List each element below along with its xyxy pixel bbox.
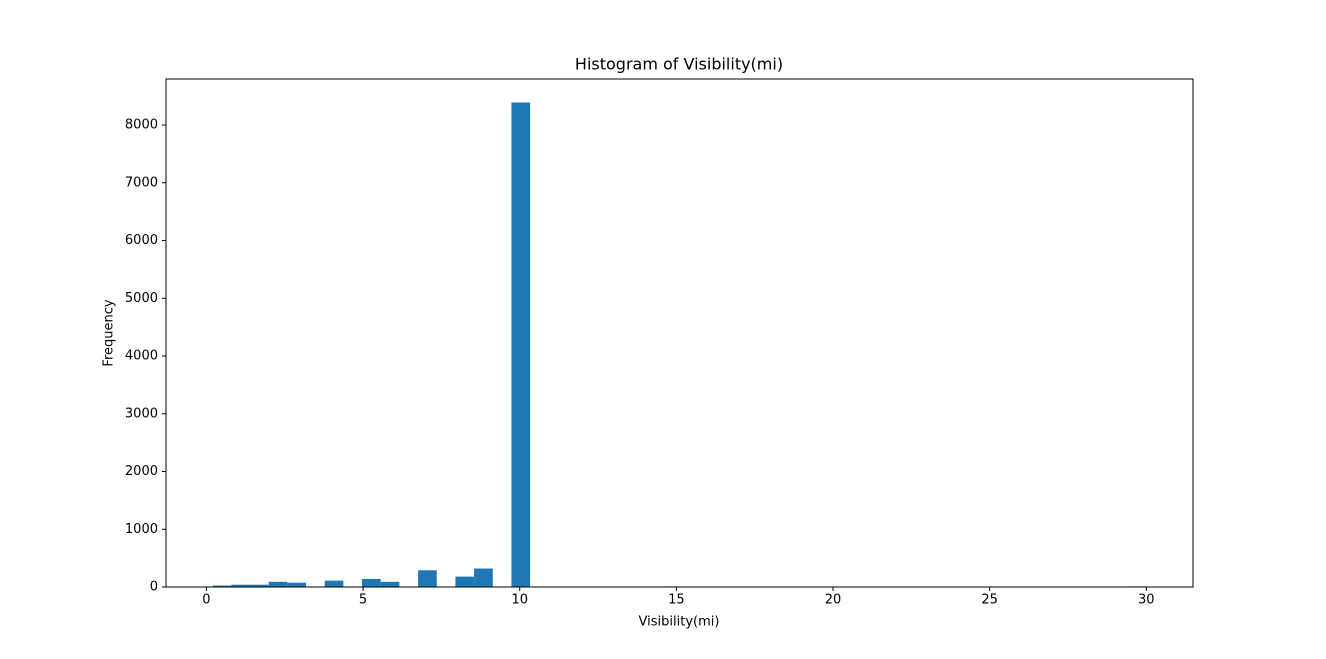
x-tick-label: 30 bbox=[1138, 593, 1155, 608]
x-axis-label: Visibility(mi) bbox=[639, 615, 720, 630]
chart-title: Histogram of Visibility(mi) bbox=[575, 55, 783, 74]
bar bbox=[362, 578, 381, 587]
bar bbox=[511, 102, 531, 587]
y-tick-label: 8000 bbox=[125, 118, 158, 133]
x-tick-label: 0 bbox=[202, 593, 210, 608]
y-tick-label: 1000 bbox=[125, 522, 158, 537]
y-tick-label: 5000 bbox=[125, 291, 158, 306]
y-tick-label: 6000 bbox=[125, 233, 158, 248]
x-tick-label: 5 bbox=[359, 593, 367, 608]
bar bbox=[324, 580, 344, 587]
bar bbox=[418, 570, 437, 587]
x-tick-label: 20 bbox=[825, 593, 842, 608]
x-tick-label: 15 bbox=[668, 593, 685, 608]
y-tick-label: 0 bbox=[150, 580, 158, 595]
x-tick-label: 25 bbox=[981, 593, 998, 608]
y-axis-label: Frequency bbox=[102, 299, 117, 366]
bar bbox=[268, 581, 288, 587]
bar bbox=[287, 582, 307, 587]
axes-frame bbox=[165, 78, 1194, 588]
y-tick-label: 3000 bbox=[125, 406, 158, 421]
bar bbox=[250, 584, 269, 587]
bar bbox=[380, 581, 400, 587]
bar bbox=[212, 585, 232, 587]
y-tick-label: 7000 bbox=[125, 175, 158, 190]
bar bbox=[474, 568, 493, 587]
x-tick-label: 10 bbox=[511, 593, 528, 608]
y-tick-label: 4000 bbox=[125, 349, 158, 364]
bar bbox=[231, 584, 251, 587]
y-tick-label: 2000 bbox=[125, 464, 158, 479]
bar bbox=[455, 576, 475, 587]
